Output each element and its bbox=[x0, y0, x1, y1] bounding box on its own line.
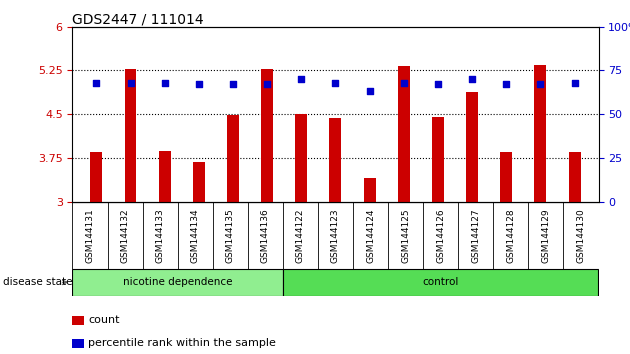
Bar bbox=[466, 92, 478, 202]
Text: control: control bbox=[423, 277, 459, 287]
Text: GSM144131: GSM144131 bbox=[86, 208, 94, 263]
Text: nicotine dependence: nicotine dependence bbox=[123, 277, 232, 287]
Bar bbox=[432, 116, 444, 202]
Point bbox=[228, 81, 238, 87]
Bar bbox=[500, 152, 512, 202]
Text: GSM144129: GSM144129 bbox=[541, 208, 551, 263]
Point bbox=[433, 81, 443, 87]
Text: GSM144127: GSM144127 bbox=[471, 208, 480, 263]
Text: GSM144126: GSM144126 bbox=[436, 208, 445, 263]
Text: percentile rank within the sample: percentile rank within the sample bbox=[88, 338, 276, 348]
Bar bbox=[534, 64, 546, 202]
Point bbox=[91, 80, 101, 85]
Point bbox=[331, 80, 341, 85]
Point bbox=[467, 76, 477, 82]
Point bbox=[125, 80, 135, 85]
Point bbox=[194, 81, 204, 87]
Bar bbox=[329, 118, 341, 202]
Text: GDS2447 / 111014: GDS2447 / 111014 bbox=[72, 12, 204, 27]
Bar bbox=[364, 178, 375, 202]
Point bbox=[570, 80, 580, 85]
Text: GSM144124: GSM144124 bbox=[366, 208, 375, 263]
Text: GSM144123: GSM144123 bbox=[331, 208, 340, 263]
Bar bbox=[295, 114, 307, 202]
Text: disease state: disease state bbox=[3, 277, 72, 287]
Bar bbox=[90, 152, 102, 202]
Bar bbox=[283, 269, 598, 296]
Text: GSM144130: GSM144130 bbox=[576, 208, 585, 263]
Text: GSM144128: GSM144128 bbox=[507, 208, 515, 263]
Bar bbox=[398, 66, 410, 202]
Text: count: count bbox=[88, 315, 120, 325]
Text: GSM144133: GSM144133 bbox=[156, 208, 164, 263]
Point bbox=[159, 80, 169, 85]
Text: GSM144125: GSM144125 bbox=[401, 208, 410, 263]
Text: GSM144132: GSM144132 bbox=[120, 208, 130, 263]
Point bbox=[262, 81, 272, 87]
Bar bbox=[72, 269, 283, 296]
Point bbox=[536, 81, 546, 87]
Bar bbox=[227, 115, 239, 202]
Bar bbox=[193, 162, 205, 202]
Text: GSM144134: GSM144134 bbox=[191, 208, 200, 263]
Text: GSM144135: GSM144135 bbox=[226, 208, 235, 263]
Point bbox=[365, 88, 375, 94]
Bar bbox=[261, 69, 273, 202]
Point bbox=[501, 81, 512, 87]
Bar bbox=[569, 152, 581, 202]
Text: GSM144136: GSM144136 bbox=[261, 208, 270, 263]
Bar bbox=[159, 151, 171, 202]
Point bbox=[296, 76, 306, 82]
Text: GSM144122: GSM144122 bbox=[296, 208, 305, 263]
Point bbox=[399, 80, 409, 85]
Bar bbox=[125, 69, 137, 202]
